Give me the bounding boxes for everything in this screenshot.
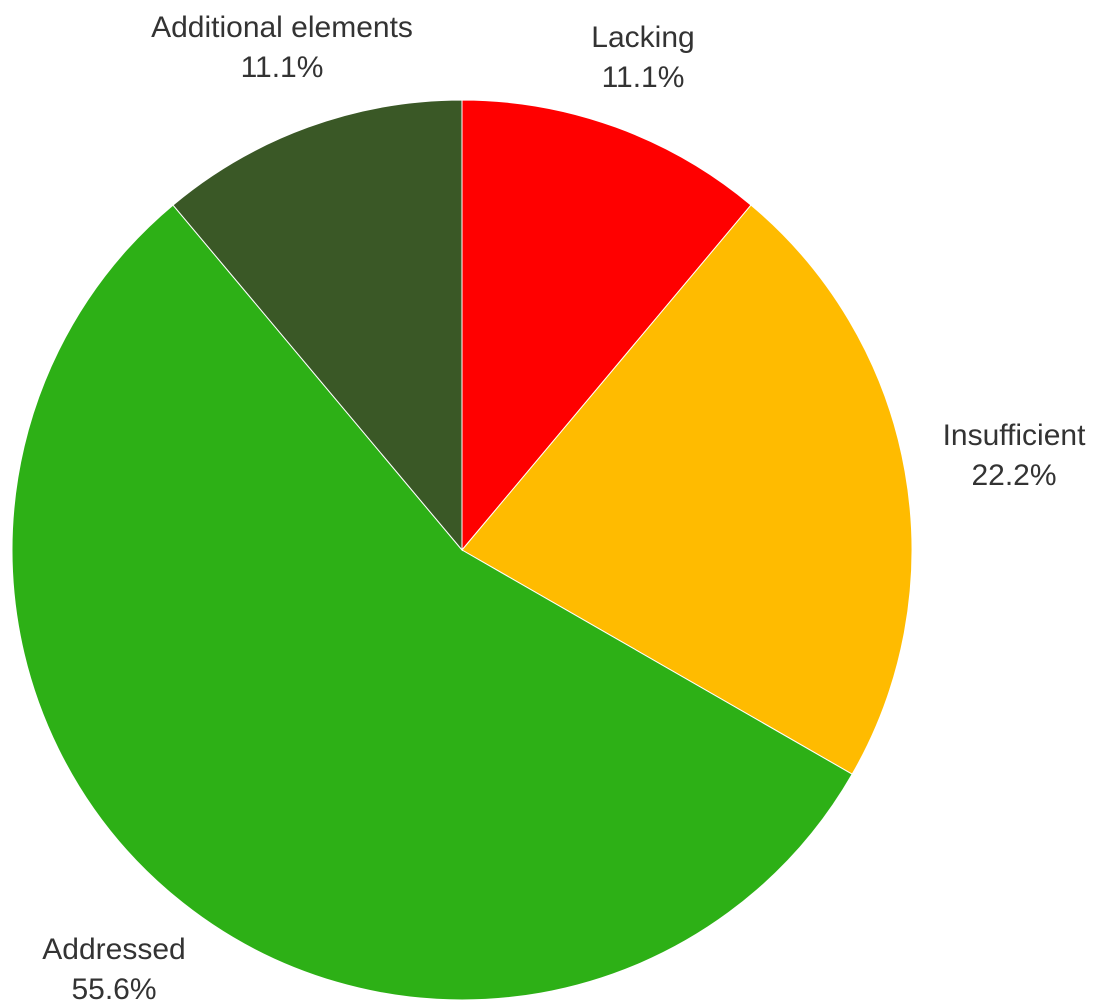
slice-label-percent: 22.2% (971, 459, 1057, 492)
slice-label-percent: 11.1% (601, 61, 685, 94)
slice-label-name: Additional elements (151, 11, 413, 44)
slice-label-lacking: Lacking 11.1% (591, 18, 694, 98)
slice-label-percent: 55.6% (71, 973, 157, 1006)
slice-label-insufficient: Insufficient 22.2% (943, 416, 1086, 496)
slice-label-addressed: Addressed 55.6% (42, 930, 185, 1007)
slice-label-additional-elements: Additional elements 11.1% (151, 8, 413, 88)
pie-slice-addressed (11, 204, 853, 1001)
pie-slice-additional-elements (172, 99, 463, 552)
slice-label-percent: 11.1% (240, 51, 324, 84)
slice-label-name: Addressed (42, 933, 186, 966)
pie-slice-lacking (461, 99, 752, 552)
slice-label-name: Lacking (591, 21, 695, 54)
slice-label-name: Insufficient (942, 419, 1086, 452)
pie-slice-insufficient (461, 204, 913, 775)
